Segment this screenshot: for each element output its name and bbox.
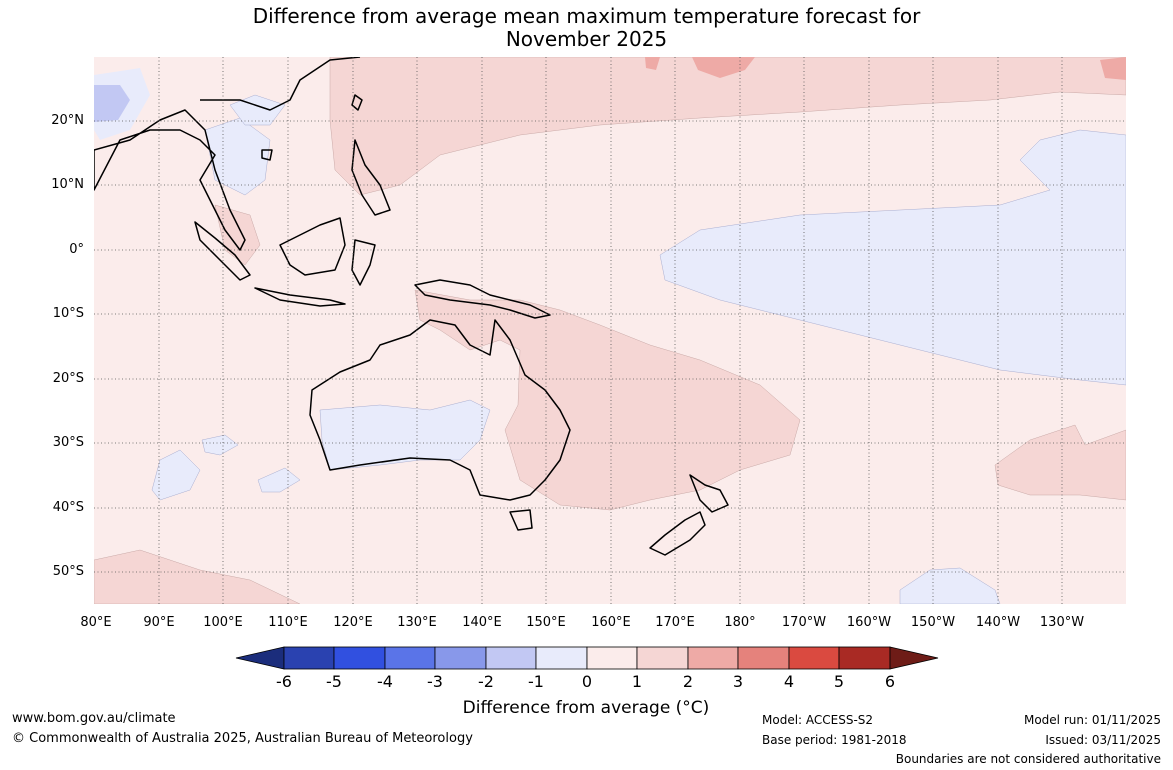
anomaly-warm-southeast-pacific — [994, 424, 1126, 501]
website-link[interactable]: www.bom.gov.au/climate — [12, 711, 176, 726]
colorbar — [235, 646, 939, 670]
lon-label: 170°E — [655, 615, 695, 630]
map-title-line-1: Difference from average mean maximum tem… — [252, 4, 921, 28]
anomaly-warm-strong-3 — [1100, 57, 1126, 80]
lon-label: 160°E — [591, 615, 631, 630]
anomaly-warm-strong-2 — [645, 57, 660, 70]
colorbar-bin — [333, 646, 386, 670]
lon-label: 100°E — [203, 615, 243, 630]
colorbar-tick-label: 4 — [783, 672, 795, 691]
lat-label: 50°S — [52, 564, 84, 579]
colorbar-tick-label: 5 — [833, 672, 845, 691]
lat-label: 0° — [69, 242, 84, 257]
colorbar-extend-low — [235, 646, 285, 670]
colorbar-tick-label: -4 — [377, 672, 393, 691]
coastline-sulawesi — [351, 239, 376, 286]
lon-label: 80°E — [80, 615, 112, 630]
anomaly-cool-south-pacific — [899, 567, 1001, 604]
lon-label: 140°E — [462, 615, 502, 630]
lon-label: 160°W — [846, 615, 892, 630]
map-title-line-2: November 2025 — [505, 27, 668, 51]
colorbar-title: Difference from average (°C) — [462, 698, 710, 718]
copyright-text: © Commonwealth of Australia 2025, Austra… — [12, 731, 473, 746]
model-run-text: Model run: 01/11/2025 — [1023, 713, 1161, 727]
colorbar-bin — [535, 646, 588, 670]
lat-label: 10°N — [51, 177, 84, 192]
anomaly-cool-indian-ocean-3 — [257, 467, 301, 493]
coastline-tasmania — [509, 509, 533, 531]
anomaly-cool-south-china — [229, 94, 286, 126]
colorbar-tick-label: 6 — [884, 672, 896, 691]
anomaly-warm-strong-1 — [692, 57, 755, 78]
coastline-new-guinea — [414, 279, 551, 319]
colorbar-bin — [788, 646, 840, 670]
colorbar-tick-label: -3 — [427, 672, 443, 691]
coastline-sumatra — [194, 221, 251, 281]
lon-label: 150°E — [526, 615, 566, 630]
lat-label: 10°S — [52, 306, 84, 321]
colorbar-extend-high — [889, 646, 939, 670]
colorbar-tick-label: -6 — [276, 672, 292, 691]
lon-label: 180° — [724, 615, 756, 630]
colorbar-bin — [434, 646, 487, 670]
coastline-philippines — [351, 139, 391, 216]
coastline-new-zealand-north — [689, 474, 729, 513]
lon-label: 120°E — [333, 615, 373, 630]
disclaimer-text: Boundaries are not considered authoritat… — [895, 752, 1161, 766]
lat-label: 20°S — [52, 371, 84, 386]
colorbar-tick-label: -1 — [528, 672, 544, 691]
lat-label: 30°S — [52, 435, 84, 450]
coastline-hainan — [261, 149, 273, 161]
colorbar-bin — [737, 646, 790, 670]
issued-text: Issued: 03/11/2025 — [1045, 733, 1161, 747]
lon-label: 140°W — [975, 615, 1021, 630]
base-period-text: Base period: 1981-2018 — [762, 733, 907, 747]
colorbar-tick-label: -2 — [478, 672, 494, 691]
colorbar-bin — [384, 646, 436, 670]
lon-label: 130°W — [1039, 615, 1085, 630]
coastline-australia — [309, 319, 571, 501]
anomaly-cool-moderate-himalaya — [94, 85, 130, 122]
coastline-taiwan — [351, 94, 363, 111]
colorbar-bin — [838, 646, 891, 670]
colorbar-bin — [636, 646, 689, 670]
coastline-new-zealand-south — [649, 511, 706, 556]
anomaly-warm-southern-ocean — [94, 549, 301, 604]
colorbar-bin — [586, 646, 638, 670]
lat-label: 20°N — [51, 113, 84, 128]
lon-label: 170°W — [781, 615, 827, 630]
coastline-borneo — [279, 217, 346, 276]
anomaly-cool-equatorial-pacific — [659, 129, 1126, 386]
coastline-java — [254, 287, 346, 307]
colorbar-tick-label: -5 — [326, 672, 342, 691]
colorbar-tick-label: 3 — [732, 672, 744, 691]
colorbar-bin — [485, 646, 537, 670]
lon-label: 90°E — [143, 615, 175, 630]
coastline-china — [200, 57, 361, 111]
anomaly-warm-north-pacific — [329, 57, 1126, 196]
colorbar-bin — [687, 646, 739, 670]
colorbar-tick-label: 0 — [581, 672, 593, 691]
colorbar-bin — [283, 646, 335, 670]
anomaly-cool-indian-ocean-2 — [201, 434, 239, 456]
model-text: Model: ACCESS-S2 — [762, 713, 874, 727]
lon-label: 150°W — [910, 615, 956, 630]
lon-label: 130°E — [397, 615, 437, 630]
graticule — [94, 57, 1126, 604]
colorbar-tick-label: 1 — [631, 672, 643, 691]
lat-label: 40°S — [52, 500, 84, 515]
lon-label: 110°E — [268, 615, 308, 630]
colorbar-tick-label: 2 — [682, 672, 694, 691]
anomaly-cool-indian-ocean-1 — [151, 449, 201, 501]
coastline-southeast-asia — [94, 109, 246, 251]
